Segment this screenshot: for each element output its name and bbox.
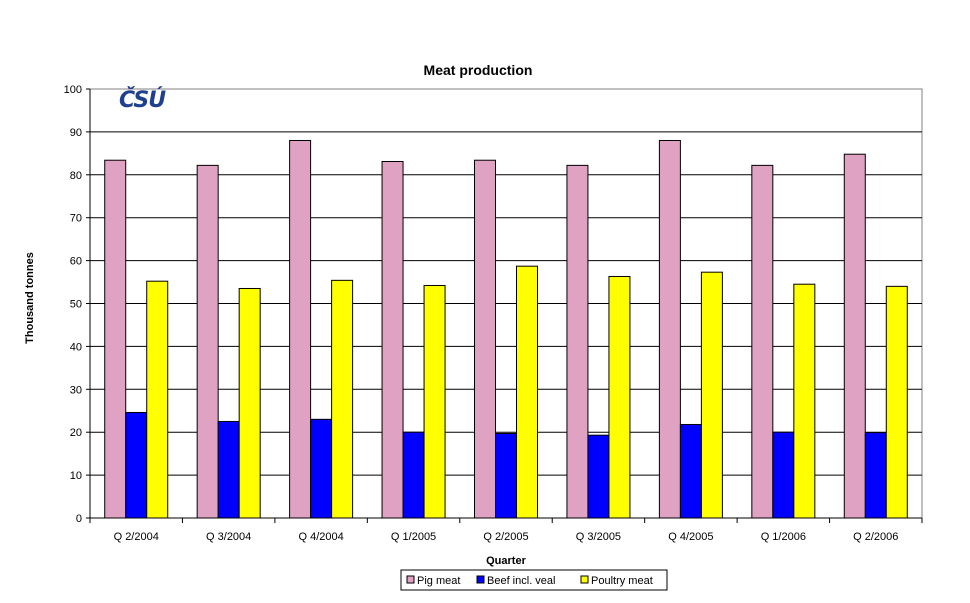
x-tick-label: Q 2/2005 — [483, 531, 528, 543]
bar-beef-incl-veal — [495, 432, 517, 519]
x-tick-label: Q 4/2004 — [298, 531, 343, 543]
y-axis-label: Thousand tonnes — [24, 252, 36, 344]
bar-poultry-meat — [516, 265, 538, 519]
legend-label: Beef incl. veal — [487, 575, 555, 587]
bar-poultry-meat — [608, 275, 631, 519]
legend-swatch — [406, 575, 415, 584]
bar-poultry-meat — [423, 284, 446, 519]
bar-pig-meat — [566, 164, 589, 519]
bar-pig-meat — [104, 159, 127, 519]
legend-label: Poultry meat — [591, 575, 653, 587]
x-tick-label: Q 2/2004 — [114, 531, 159, 543]
bar-beef-incl-veal — [864, 432, 887, 519]
y-tick-label: 10 — [70, 470, 82, 482]
x-tick-label: Q 4/2005 — [668, 531, 713, 543]
x-tick-label: Q 3/2004 — [206, 531, 251, 543]
bar-pig-meat — [843, 153, 866, 519]
bar-pig-meat — [289, 139, 312, 519]
bar-beef-incl-veal — [310, 418, 333, 519]
legend — [400, 569, 668, 591]
bar-beef-incl-veal — [402, 431, 425, 519]
bar-poultry-meat — [146, 280, 169, 519]
x-tick-label: Q 1/2005 — [391, 531, 436, 543]
bar-poultry-meat — [331, 279, 354, 519]
bar-poultry-meat — [885, 285, 908, 519]
bar-pig-meat — [196, 164, 219, 519]
bar-beef-incl-veal — [125, 411, 148, 519]
y-tick-label: 0 — [76, 513, 82, 525]
bar-beef-incl-veal — [772, 431, 795, 519]
legend-swatch — [580, 575, 589, 584]
bar-beef-incl-veal — [679, 423, 702, 519]
bar-pig-meat — [381, 161, 404, 519]
y-tick-label: 50 — [70, 299, 82, 311]
bar-poultry-meat — [700, 271, 723, 519]
y-tick-label: 40 — [70, 341, 82, 353]
y-tick-label: 80 — [70, 170, 82, 182]
y-tick-label: 30 — [70, 384, 82, 396]
legend-label: Pig meat — [417, 575, 460, 587]
y-tick-label: 90 — [70, 127, 82, 139]
bar-pig-meat — [751, 164, 774, 519]
bar-poultry-meat — [238, 287, 261, 519]
bar-beef-incl-veal — [587, 434, 610, 519]
bar-beef-incl-veal — [217, 420, 240, 519]
x-axis-label: Quarter — [486, 555, 526, 567]
bar-pig-meat — [658, 139, 681, 519]
y-tick-label: 60 — [70, 256, 82, 268]
legend-swatch — [476, 575, 485, 584]
chart-title: Meat production — [424, 62, 533, 78]
bar-poultry-meat — [793, 283, 816, 519]
x-tick-label: Q 3/2005 — [576, 531, 621, 543]
x-tick-label: Q 2/2006 — [853, 531, 898, 543]
y-tick-label: 100 — [64, 84, 82, 96]
y-tick-label: 70 — [70, 213, 82, 225]
csu-logo: ČSÚ — [119, 88, 166, 113]
y-tick-label: 20 — [70, 427, 82, 439]
bar-pig-meat — [474, 159, 496, 519]
x-tick-label: Q 1/2006 — [761, 531, 806, 543]
